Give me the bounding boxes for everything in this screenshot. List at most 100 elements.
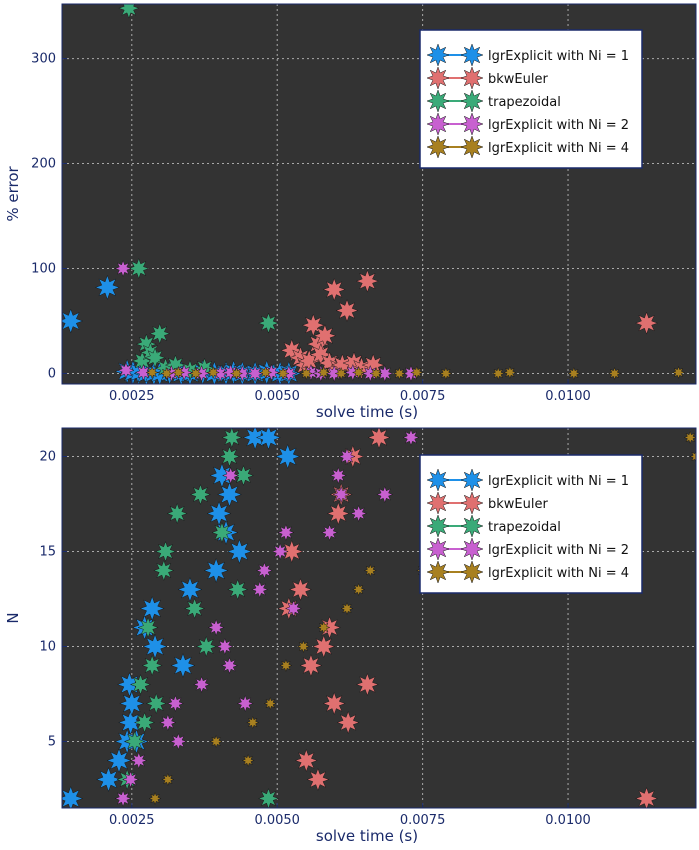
point-5-19 — [567, 366, 581, 381]
point-4-5 — [166, 694, 185, 713]
point-3-12 — [189, 483, 212, 506]
point-1-10 — [139, 595, 165, 622]
point-5-20 — [607, 366, 622, 381]
legend-label-4: lgrExplicit with Ni = 2 — [488, 118, 629, 133]
y-tick-label: 0 — [48, 367, 56, 382]
point-4-6 — [169, 732, 188, 751]
legend-marker-4a — [426, 112, 450, 136]
point-4-16 — [277, 523, 295, 542]
x-tick-label: 0.0075 — [400, 813, 446, 828]
point-1-2 — [94, 274, 121, 301]
axes-frame — [61, 427, 697, 809]
point-5-1 — [145, 365, 159, 380]
point-5-6 — [229, 366, 244, 381]
point-5-8 — [296, 639, 311, 654]
point-2-18 — [634, 311, 659, 335]
y-axis-label: % error — [4, 166, 22, 222]
point-5-7 — [279, 658, 293, 673]
point-5-3 — [209, 734, 223, 749]
point-3-14 — [211, 521, 233, 544]
legend-label-3: trapezoidal — [488, 520, 561, 535]
point-1-20 — [255, 428, 282, 451]
x-axis-label: solve time (s) — [316, 827, 418, 845]
point-2-5 — [311, 634, 336, 659]
point-3-7 — [148, 322, 171, 345]
legend-marker-1a — [426, 468, 450, 492]
legend-marker-1b — [460, 43, 484, 67]
point-4-2 — [117, 361, 135, 380]
point-1-12 — [170, 652, 196, 679]
legend-label-5: lgrExplicit with Ni = 4 — [488, 141, 629, 156]
point-5-13 — [369, 366, 383, 381]
chart-panel-2: 0.0025 0.0050 0.0075 0.0100 5 10 15 20 solve tim… — [4, 427, 697, 845]
point-3-10 — [166, 502, 188, 525]
point-4-19 — [329, 466, 348, 485]
point-3-8 — [153, 559, 175, 582]
point-1-21 — [274, 443, 301, 470]
point-4-10 — [220, 656, 239, 675]
point-3-6 — [141, 654, 163, 677]
point-2-8 — [313, 323, 337, 348]
point-4-7 — [192, 675, 211, 694]
legend-marker-2b — [460, 491, 484, 515]
point-1-11 — [142, 633, 168, 660]
point-2-13 — [335, 298, 359, 323]
point-1-13 — [177, 576, 203, 603]
x-tick-label: 0.0100 — [545, 813, 591, 828]
y-tick-label: 200 — [31, 157, 56, 172]
point-3-17 — [226, 578, 249, 601]
legend-marker-3b — [460, 89, 484, 113]
legend-label-4: lgrExplicit with Ni = 2 — [488, 543, 629, 558]
point-4-13 — [251, 580, 269, 599]
point-5-10 — [340, 601, 354, 616]
x-tick-label: 0.0025 — [109, 813, 155, 828]
point-5-15 — [410, 365, 424, 380]
point-3-3 — [129, 673, 152, 696]
point-4-11 — [221, 466, 240, 485]
point-2-10 — [322, 277, 346, 302]
point-2-10 — [336, 710, 360, 735]
legend-label-1: lgrExplicit with Ni = 1 — [488, 49, 629, 64]
x-tick-label: 0.0100 — [545, 389, 591, 404]
point-2-16 — [634, 786, 659, 808]
legend: lgrExplicit with Ni = 1 bkwEuler trapezoid… — [419, 454, 643, 594]
point-1-6 — [119, 690, 145, 717]
legend-marker-4b — [460, 112, 484, 136]
legend-label-1: lgrExplicit with Ni = 1 — [488, 474, 629, 489]
point-4-9 — [216, 637, 234, 656]
point-2-13 — [367, 428, 391, 450]
point-5-4 — [189, 366, 203, 381]
x-tick-label: 0.0050 — [254, 813, 300, 828]
y-tick-label: 20 — [39, 450, 56, 465]
point-3-16 — [221, 428, 243, 449]
legend-label-3: trapezoidal — [488, 95, 561, 110]
point-3-1 — [118, 4, 140, 19]
point-3-7 — [145, 692, 167, 715]
point-3-4 — [133, 711, 156, 734]
legend-label-2: bkwEuler — [488, 497, 548, 512]
point-4-21 — [338, 447, 356, 466]
x-tick-label: 0.0025 — [109, 389, 155, 404]
legend-box — [419, 29, 643, 169]
point-5-7 — [258, 365, 273, 380]
legend-marker-2a — [426, 491, 450, 515]
axes-frame — [61, 3, 697, 385]
point-5-12 — [363, 563, 378, 578]
point-2-7 — [322, 691, 346, 716]
point-5-3 — [171, 365, 186, 380]
point-5-2 — [159, 366, 174, 381]
point-4-24 — [349, 504, 368, 523]
point-5-17 — [491, 366, 505, 381]
point-4-20 — [332, 485, 350, 504]
point-1-14 — [203, 557, 229, 584]
legend-marker-5a — [426, 135, 450, 159]
point-5-5 — [246, 715, 260, 730]
point-4-8 — [207, 618, 225, 637]
point-1-18 — [226, 538, 253, 565]
point-1-1 — [62, 785, 84, 808]
point-3-9 — [154, 540, 177, 563]
legend-marker-5b — [460, 135, 484, 159]
point-5-14 — [683, 430, 696, 445]
